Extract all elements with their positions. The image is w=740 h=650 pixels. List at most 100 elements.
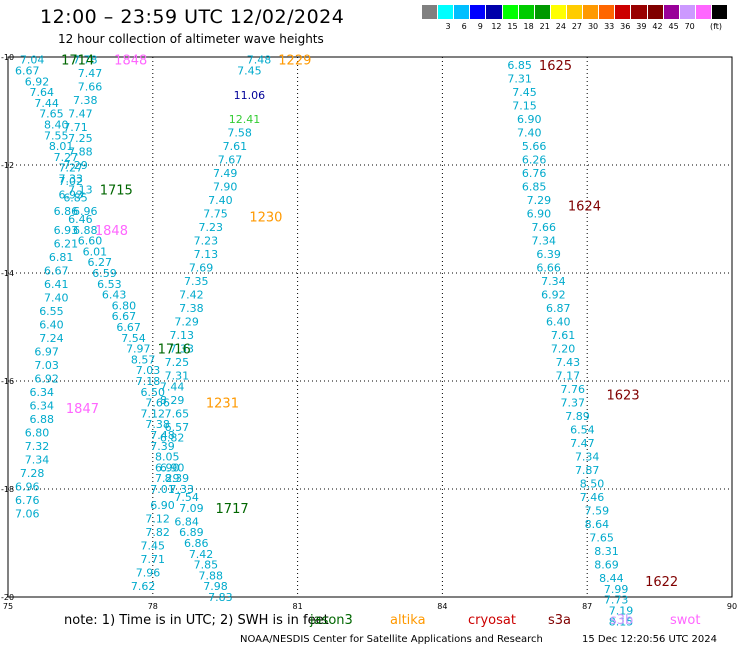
wave-height-point: 7.20 [551, 343, 576, 356]
wave-height-point: 7.67 [218, 154, 243, 167]
wave-height-point: 7.23 [198, 221, 223, 234]
wave-height-point: 6.92 [541, 289, 566, 302]
wave-height-point: 7.27 [58, 162, 83, 175]
wave-height-point: 6.66 [536, 262, 561, 275]
wave-height-point: 7.18 [136, 375, 161, 388]
wave-height-point: 7.09 [179, 502, 204, 515]
wave-height-point: 7.83 [208, 591, 233, 604]
wave-height-point: 7.38 [145, 418, 170, 431]
wave-height-point: 8.50 [580, 478, 605, 491]
wave-height-point: 7.49 [213, 167, 238, 180]
wave-height-point: 7.15 [512, 100, 537, 113]
wave-height-point: 8.29 [160, 394, 185, 407]
wave-height-point: 6.90 [160, 461, 185, 474]
wave-height-point: 7.17 [556, 370, 581, 383]
wave-height-point: 6.53 [97, 278, 122, 291]
wave-height-point: 6.97 [34, 345, 59, 358]
wave-height-point: 7.34 [532, 235, 557, 248]
wave-height-point: 7.33 [170, 483, 195, 496]
legend-swatch [711, 5, 729, 19]
wave-height-point: 5.66 [522, 140, 547, 153]
wave-height-point: 6.76 [15, 494, 40, 507]
pass-time-label: 1229 [278, 54, 311, 69]
wave-height-point: 7.55 [44, 129, 69, 142]
wave-height-point: 7.89 [565, 410, 590, 423]
wave-height-point: 6.84 [174, 515, 199, 528]
wave-height-point: 6.92 [25, 75, 50, 88]
wave-height-point: 7.31 [507, 73, 532, 86]
wave-height-point: 7.71 [141, 553, 166, 566]
wave-height-point: 7.02 [58, 175, 83, 188]
wave-height-point: 6.80 [112, 299, 137, 312]
wave-height-point: 6.50 [141, 386, 166, 399]
chart-subtitle: 12 hour collection of altimeter wave hei… [58, 32, 324, 46]
wave-height-point: 7.66 [78, 81, 103, 94]
wave-height-point: 7.29 [174, 316, 199, 329]
pass-time-label: 1624 [568, 200, 601, 215]
wave-height-point: 7.19 [609, 605, 634, 618]
wave-height-point: 7.27 [54, 151, 79, 164]
legend-label: 33 [604, 22, 615, 31]
wave-height-point: 6.90 [527, 208, 552, 221]
wave-height-point: 7.61 [223, 140, 248, 153]
legend-swatch [534, 5, 551, 19]
legend-label: 27 [571, 22, 583, 31]
wave-height-point: 7.58 [227, 127, 252, 140]
pass-time-label: 1848 [95, 224, 128, 239]
wave-height-point: 7.29 [527, 194, 552, 207]
wave-height-point: 7.13 [68, 183, 93, 196]
credit-text: NOAA/NESDIS Center for Satellite Applica… [240, 634, 543, 645]
wave-height-point: 7.25 [165, 356, 190, 369]
wave-height-point: 7.64 [30, 86, 55, 99]
wave-height-point: 6.86 [184, 537, 209, 550]
y-tick-label: -16 [1, 377, 14, 386]
wave-height-point: 7.29 [63, 159, 88, 172]
wave-height-point: 7.54 [174, 491, 199, 504]
wave-height-point: 6.01 [83, 245, 108, 258]
wave-height-point: 7.44 [34, 97, 59, 110]
legend-label: 39 [636, 22, 647, 31]
wave-height-point: 6.88 [30, 413, 55, 426]
wave-height-point: 6.59 [92, 267, 117, 280]
chart-title: 12:00 – 23:59 UTC 12/02/2024 [40, 6, 345, 28]
wave-height-point: 6.96 [15, 480, 40, 493]
wave-height-point: 6.41 [44, 278, 69, 291]
wave-height-point: 12.41 [229, 113, 261, 126]
wave-height-point: 6.90 [155, 461, 180, 474]
x-tick-label: 90 [727, 602, 737, 611]
legend-label: 21 [539, 22, 550, 31]
wave-height-point: 6.93 [54, 224, 79, 237]
wave-height-point: 6.90 [150, 499, 175, 512]
wave-height-point: 7.43 [556, 356, 581, 369]
legend-label: 3 [445, 22, 451, 31]
satellite-label-s3b: s3b [610, 613, 634, 628]
wave-height-point: 8.64 [585, 518, 610, 531]
x-tick-label: 81 [293, 602, 303, 611]
pass-time-label: 1848 [114, 54, 147, 69]
satellite-label-altika: altika [390, 613, 426, 628]
legend-label: 42 [652, 22, 663, 31]
wave-height-point: 7.13 [170, 329, 195, 342]
wave-height-point: 7.85 [194, 559, 219, 572]
wave-height-point: 6.93 [58, 189, 83, 202]
legend-swatch [518, 5, 535, 19]
wave-height-point: 7.90 [213, 181, 238, 194]
wave-height-point: 7.31 [165, 370, 190, 383]
plot-frame [7, 56, 733, 598]
wave-height-point: 6.85 [522, 181, 547, 194]
wave-height-point: 7.47 [68, 108, 93, 121]
wave-height-point: 6.67 [112, 310, 137, 323]
legend-label: 36 [620, 22, 631, 31]
wave-height-point: 7.97 [126, 343, 151, 356]
wave-height-point: 8.44 [599, 572, 624, 585]
wave-height-point: 7.45 [237, 65, 262, 78]
wave-height-point: 6.54 [570, 424, 595, 437]
wave-height-point: 6.67 [44, 264, 69, 277]
wave-height-point: 7.04 [20, 54, 45, 67]
x-tick-label: 84 [437, 602, 447, 611]
color-legend-labels: 3 6 9 12 15 18 21 24 27 30 33 36 39 42 45 70 [422, 22, 728, 34]
wave-height-point: 7.33 [58, 173, 83, 186]
wave-height-point: 7.42 [179, 289, 204, 302]
wave-height-point: 6.67 [15, 65, 40, 78]
